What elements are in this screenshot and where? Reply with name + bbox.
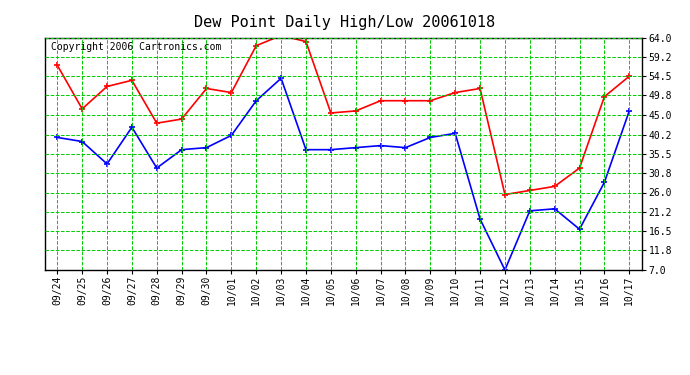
Text: Copyright 2006 Cartronics.com: Copyright 2006 Cartronics.com [51, 42, 221, 52]
Text: Dew Point Daily High/Low 20061018: Dew Point Daily High/Low 20061018 [195, 15, 495, 30]
